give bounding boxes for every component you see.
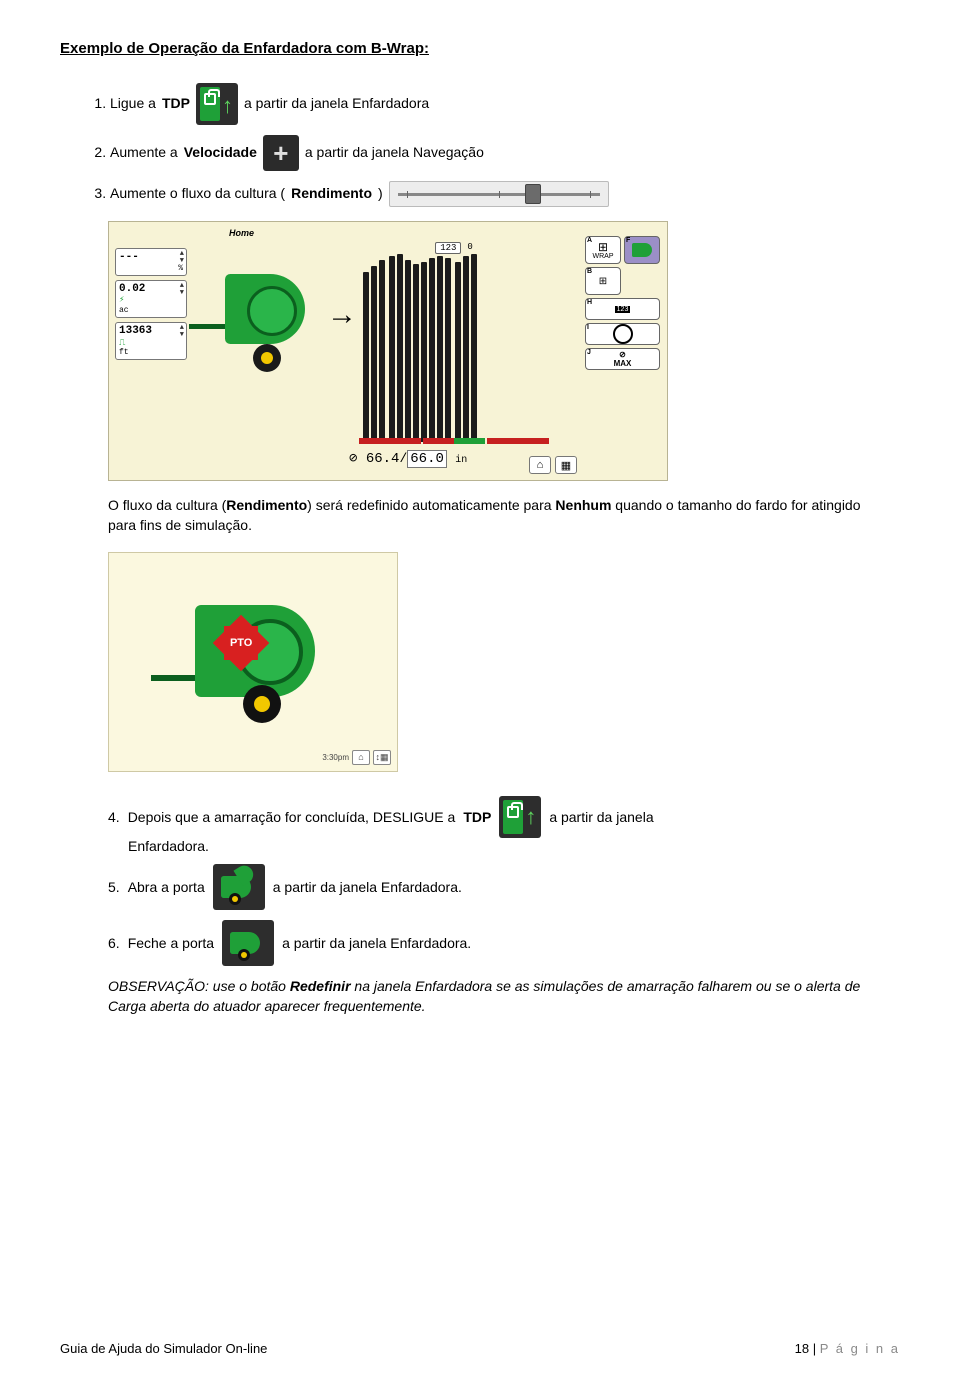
explanation-text: O fluxo da cultura (Rendimento) será red… (108, 495, 888, 536)
step-3-text-a: Aumente o fluxo da cultura ( (110, 184, 285, 204)
metric-3-unit: ft (119, 348, 183, 357)
sim-footer: 3:30pm ⌂ ↕▦ (322, 750, 391, 765)
gate-close-icon (222, 920, 274, 966)
gate-open-icon (213, 864, 265, 910)
step-3-rend: Rendimento (291, 184, 372, 204)
slider-tick (590, 191, 591, 198)
menu-icon[interactable]: ▦ (555, 456, 577, 474)
slider-tick (407, 191, 408, 198)
step-2-vel: Velocidade (184, 143, 257, 163)
step-5: 5. Abra a porta a partir da janela Enfar… (108, 864, 900, 910)
target-button[interactable]: I (585, 323, 660, 345)
net-button[interactable]: B⊞ (585, 267, 621, 295)
baler-screen: Home ▲▼ --- % ▲▼ 0.02 ⚡ ac ▲▼ 13363 ⎍ ft… (108, 221, 668, 481)
baler-button[interactable]: F (624, 236, 660, 264)
pto-on-icon (499, 796, 541, 838)
footer-left: Guia de Ajuda do Simulador On-line (60, 1341, 267, 1356)
step-3-text-b: ) (378, 184, 383, 204)
metrics-column: ▲▼ --- % ▲▼ 0.02 ⚡ ac ▲▼ 13363 ⎍ ft (115, 248, 187, 360)
arrow-right-icon: → (327, 298, 357, 332)
home-label: Home (229, 228, 254, 238)
step-6: 6. Feche a porta a partir da janela Enfa… (108, 920, 900, 966)
step-1-text-a: Ligue a (110, 94, 156, 114)
step-2-text-a: Aumente a (110, 143, 178, 163)
step-2-text-b: a partir da janela Navegação (305, 143, 484, 163)
metric-3-value: 13363 (119, 325, 183, 338)
bale-base-indicator (359, 438, 549, 444)
step-2: Aumente a Velocidade + a partir da janel… (110, 135, 900, 171)
metric-2-unit: ac (119, 306, 183, 315)
sim-baler-graphic: PTO (169, 597, 339, 717)
page-title: Exemplo de Operação da Enfardadora com B… (60, 40, 900, 57)
metric-1-unit: % (119, 264, 183, 273)
home-icon[interactable]: ⌂ (529, 456, 551, 474)
slider-tick (499, 191, 500, 198)
observation-note: OBSERVAÇÃO: use o botão Redefinir na jan… (108, 976, 900, 1017)
wrap-button[interactable]: A⊞WRAP (585, 236, 621, 264)
counter-button[interactable]: H123 (585, 298, 660, 320)
baler-graphic (205, 264, 325, 364)
sim-menu-icon[interactable]: ↕▦ (373, 750, 391, 765)
page-footer: Guia de Ajuda do Simulador On-line 18 | … (60, 1341, 900, 1356)
right-button-column: A⊞WRAP F B⊞ H123 I J⊘MAX (585, 236, 663, 370)
diameter-readout: ⊘ 66.4/66.0 in (349, 450, 467, 467)
metric-2-value: 0.02 (119, 283, 183, 296)
metric-distance[interactable]: ▲▼ 13363 ⎍ ft (115, 322, 187, 360)
pto-on-icon (196, 83, 238, 125)
step-1: Ligue a TDP a partir da janela Enfardado… (110, 83, 900, 125)
bottom-nav: ⌂ ▦ (529, 456, 577, 474)
footer-right: 18 | P á g i n a (795, 1341, 900, 1356)
step-1-tdp: TDP (162, 94, 190, 114)
step-1-text-b: a partir da janela Enfardadora (244, 94, 429, 114)
metric-1-value: --- (119, 251, 183, 264)
yield-slider[interactable] (389, 181, 609, 207)
metric-area[interactable]: ▲▼ 0.02 ⚡ ac (115, 280, 187, 318)
step-4: 4. Depois que a amarração for concluída,… (108, 796, 900, 854)
simulator-panel: PTO 3:30pm ⌂ ↕▦ (108, 552, 398, 772)
max-button[interactable]: J⊘MAX (585, 348, 660, 370)
sim-home-icon[interactable]: ⌂ (352, 750, 370, 765)
plus-icon: + (263, 135, 299, 171)
step-3: Aumente o fluxo da cultura ( Rendimento) (110, 181, 900, 207)
metric-speed[interactable]: ▲▼ --- % (115, 248, 187, 276)
slider-thumb[interactable] (525, 184, 541, 204)
bale-shape-bars (359, 252, 549, 442)
